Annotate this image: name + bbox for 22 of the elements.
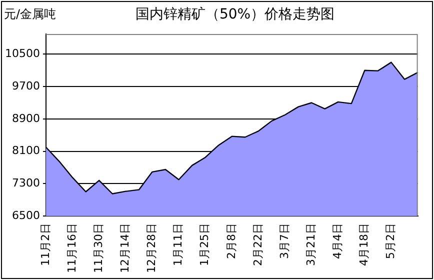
x-tick-label: 11月2日 <box>38 223 52 266</box>
y-tick-label: 8100 <box>12 144 40 158</box>
x-tick-label: 2月22日 <box>251 223 264 266</box>
x-tick-label: 3月21日 <box>304 223 318 266</box>
x-tick-label: 11月16日 <box>65 223 78 274</box>
x-tick-label: 5月2日 <box>384 223 398 260</box>
y-tick-label: 10500 <box>4 47 40 60</box>
x-tick-label: 12月28日 <box>145 223 158 274</box>
chart-title: 国内锌精矿（50%）价格走势图 <box>135 6 335 23</box>
x-tick-label: 11月30日 <box>92 223 105 274</box>
x-tick-label: 3月7日 <box>278 223 291 260</box>
x-tick-label: 12月14日 <box>118 223 132 274</box>
x-tick-label: 4月18日 <box>358 223 371 266</box>
y-tick-label: 9700 <box>12 79 40 92</box>
x-tick-label: 1月11日 <box>172 223 185 266</box>
x-tick-label: 1月25日 <box>198 223 212 266</box>
y-axis-title: 元/金属吨 <box>4 7 56 22</box>
x-tick-label: 4月4日 <box>330 223 344 260</box>
y-tick-label: 7300 <box>12 176 40 190</box>
y-tick-label: 6500 <box>12 208 40 222</box>
x-tick-label: 2月8日 <box>224 223 238 260</box>
y-tick-label: 8900 <box>12 112 40 125</box>
